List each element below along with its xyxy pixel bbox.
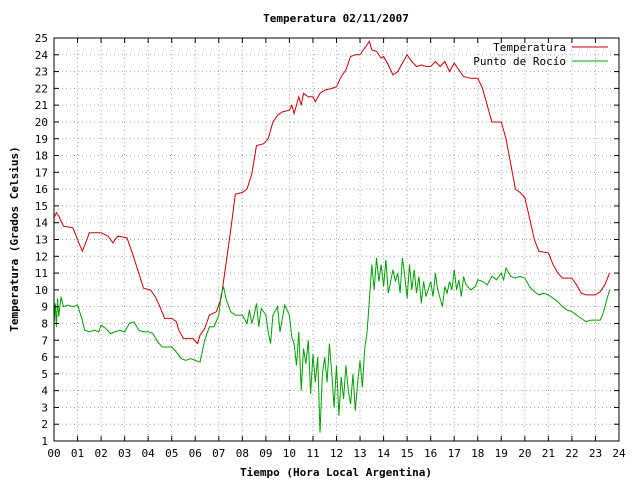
y-axis-label: Temperatura (Grados Celsius) bbox=[8, 146, 21, 331]
legend: Temperatura Punto de Rocío bbox=[473, 41, 608, 68]
legend-label-temperatura: Temperatura bbox=[493, 41, 566, 54]
x-tick-label: 07 bbox=[212, 447, 225, 460]
x-tick-label: 06 bbox=[189, 447, 202, 460]
y-tick-label: 10 bbox=[35, 284, 48, 297]
y-tick-label: 1 bbox=[41, 435, 48, 448]
x-tick-label: 05 bbox=[165, 447, 178, 460]
series-line-punto-de-rocio bbox=[53, 257, 611, 433]
x-tick-label: 17 bbox=[448, 447, 461, 460]
y-tick-label: 25 bbox=[35, 32, 48, 45]
x-tick-label: 01 bbox=[71, 447, 84, 460]
y-tick-label: 20 bbox=[35, 116, 48, 129]
y-tick-label: 24 bbox=[35, 49, 49, 62]
x-tick-label: 15 bbox=[401, 447, 414, 460]
axis-ticks bbox=[53, 37, 620, 442]
x-tick-label: 08 bbox=[236, 447, 249, 460]
x-tick-label: 12 bbox=[330, 447, 343, 460]
y-tick-label: 19 bbox=[35, 133, 48, 146]
y-tick-label: 9 bbox=[41, 301, 48, 314]
x-tick-label: 20 bbox=[518, 447, 531, 460]
y-tick-label: 12 bbox=[35, 250, 48, 263]
y-tick-label: 3 bbox=[41, 401, 48, 414]
x-tick-label: 16 bbox=[424, 447, 437, 460]
x-tick-label: 10 bbox=[283, 447, 296, 460]
x-tick-label: 04 bbox=[142, 447, 156, 460]
y-tick-label: 11 bbox=[35, 267, 48, 280]
series-layer bbox=[53, 40, 611, 433]
y-tick-label: 18 bbox=[35, 150, 48, 163]
x-tick-label: 09 bbox=[259, 447, 272, 460]
x-tick-label: 02 bbox=[94, 447, 107, 460]
y-tick-label: 17 bbox=[35, 166, 48, 179]
legend-label-punto-de-rocio: Punto de Rocío bbox=[473, 55, 566, 68]
y-tick-label: 7 bbox=[41, 334, 48, 347]
x-axis-label: Tiempo (Hora Local Argentina) bbox=[240, 466, 432, 479]
x-tick-label: 24 bbox=[612, 447, 626, 460]
y-tick-label: 2 bbox=[41, 418, 48, 431]
x-tick-label: 03 bbox=[118, 447, 131, 460]
x-tick-label: 23 bbox=[589, 447, 602, 460]
series-line-temperatura bbox=[53, 40, 611, 345]
y-tick-label: 4 bbox=[41, 385, 48, 398]
y-tick-label: 5 bbox=[41, 368, 48, 381]
y-tick-label: 6 bbox=[41, 351, 48, 364]
x-tick-label: 00 bbox=[47, 447, 60, 460]
y-tick-label: 14 bbox=[35, 217, 49, 230]
tick-labels: 1234567891011121314151617181920212223242… bbox=[35, 32, 626, 460]
y-tick-label: 13 bbox=[35, 234, 48, 247]
y-tick-label: 23 bbox=[35, 66, 48, 79]
x-tick-label: 11 bbox=[306, 447, 319, 460]
y-tick-label: 16 bbox=[35, 183, 48, 196]
x-tick-label: 19 bbox=[495, 447, 508, 460]
x-tick-label: 21 bbox=[542, 447, 555, 460]
x-tick-label: 13 bbox=[353, 447, 366, 460]
x-tick-label: 14 bbox=[377, 447, 391, 460]
y-tick-label: 21 bbox=[35, 99, 48, 112]
y-tick-label: 22 bbox=[35, 82, 48, 95]
x-tick-label: 22 bbox=[565, 447, 578, 460]
y-tick-label: 8 bbox=[41, 317, 48, 330]
chart-title: Temperatura 02/11/2007 bbox=[263, 12, 409, 25]
y-tick-label: 15 bbox=[35, 200, 48, 213]
x-tick-label: 18 bbox=[471, 447, 484, 460]
